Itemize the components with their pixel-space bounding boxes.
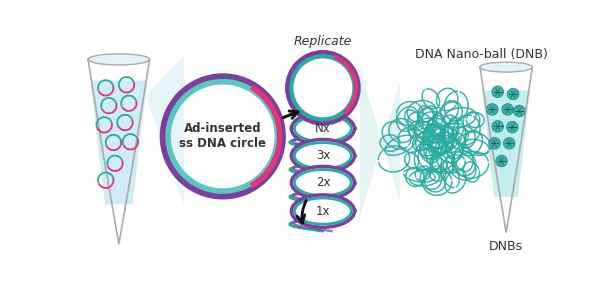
Text: Ad-inserted
ss DNA circle: Ad-inserted ss DNA circle	[179, 122, 266, 150]
Text: Nx: Nx	[315, 122, 331, 135]
Circle shape	[496, 155, 508, 167]
Polygon shape	[482, 90, 530, 197]
Ellipse shape	[292, 139, 355, 172]
Text: 1x: 1x	[316, 205, 330, 218]
Circle shape	[503, 138, 515, 149]
Ellipse shape	[480, 62, 532, 72]
Ellipse shape	[295, 143, 352, 169]
Polygon shape	[360, 67, 400, 217]
Polygon shape	[491, 86, 504, 179]
Circle shape	[506, 121, 518, 133]
Text: 3x: 3x	[316, 149, 330, 162]
Circle shape	[487, 104, 498, 115]
Text: DNA Nano-ball (DNB): DNA Nano-ball (DNB)	[415, 48, 548, 61]
Circle shape	[492, 86, 503, 97]
Ellipse shape	[287, 52, 358, 123]
Polygon shape	[140, 56, 184, 206]
Text: 2x: 2x	[316, 176, 330, 189]
Circle shape	[502, 104, 514, 115]
Ellipse shape	[292, 195, 355, 227]
Circle shape	[492, 120, 503, 132]
Ellipse shape	[292, 166, 355, 199]
Polygon shape	[91, 81, 148, 204]
Text: Replicate: Replicate	[294, 35, 352, 48]
Ellipse shape	[295, 116, 352, 142]
Ellipse shape	[295, 170, 352, 196]
Circle shape	[508, 88, 519, 100]
Circle shape	[514, 105, 525, 117]
Ellipse shape	[292, 112, 355, 145]
Text: DNBs: DNBs	[489, 240, 523, 253]
Ellipse shape	[292, 56, 355, 120]
Circle shape	[489, 138, 500, 149]
Ellipse shape	[88, 54, 149, 65]
Polygon shape	[488, 96, 512, 163]
Ellipse shape	[295, 198, 352, 224]
